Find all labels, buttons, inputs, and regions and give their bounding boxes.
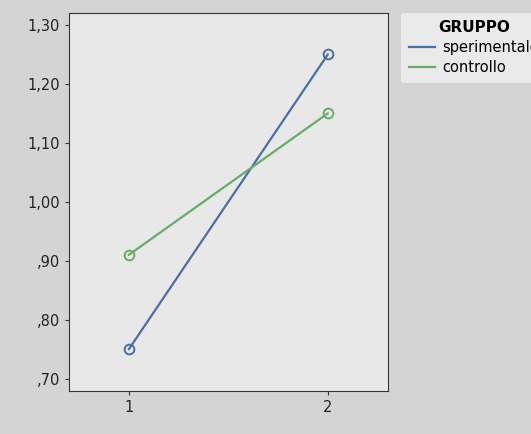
Legend: sperimentale, controllo: sperimentale, controllo xyxy=(401,13,531,82)
